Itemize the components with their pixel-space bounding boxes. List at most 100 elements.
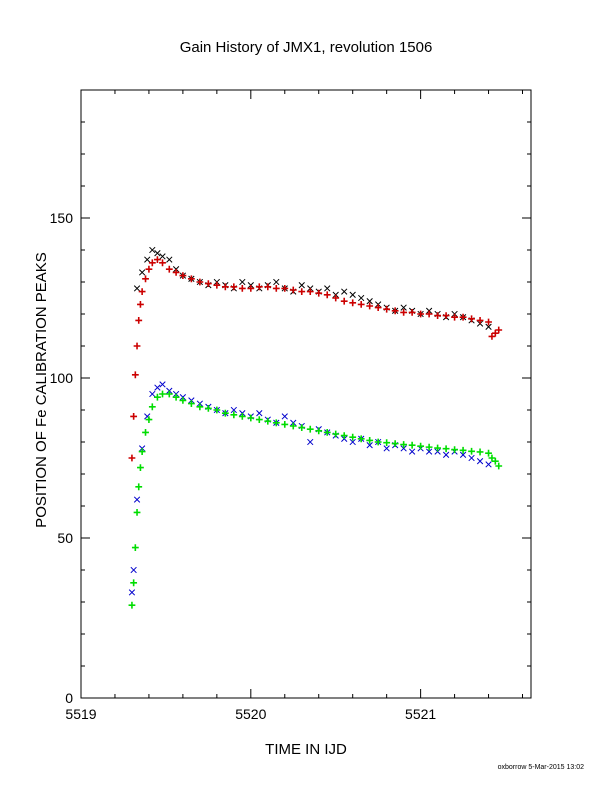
- data-point: [142, 275, 149, 283]
- data-point: [383, 439, 391, 447]
- data-point: [459, 446, 467, 454]
- data-point: [366, 302, 374, 310]
- data-point: [130, 579, 138, 587]
- data-point: [434, 444, 442, 452]
- data-point: [148, 403, 156, 411]
- data-point: [442, 312, 450, 319]
- data-point: [488, 333, 496, 340]
- data-point: [256, 410, 263, 417]
- data-point: [144, 256, 151, 263]
- data-point: [179, 272, 187, 279]
- y-axis-label: POSITION OF Fe CALIBRATION PEAKS: [33, 252, 50, 528]
- data-point: [138, 269, 146, 276]
- data-point: [434, 312, 442, 319]
- footer-stamp: oxborrow 5-Mar-2015 13:02: [498, 764, 584, 771]
- data-point: [159, 390, 166, 398]
- data-point: [391, 440, 399, 447]
- data-point: [476, 448, 484, 456]
- data-point: [272, 419, 280, 427]
- data-point: [349, 291, 356, 298]
- data-point: [133, 342, 141, 350]
- data-point: [425, 443, 433, 451]
- data-point: [476, 317, 484, 324]
- y-tick-label: 0: [65, 690, 73, 706]
- data-point: [425, 310, 433, 318]
- data-point: [131, 544, 139, 551]
- data-point: [468, 315, 475, 323]
- data-point: [298, 288, 306, 295]
- data-point: [154, 384, 161, 391]
- data-point: [145, 416, 153, 423]
- y-tick-label: 150: [50, 210, 74, 226]
- data-point: [366, 442, 373, 449]
- data-point: [485, 449, 492, 457]
- data-point: [366, 298, 373, 305]
- data-point: [358, 294, 365, 302]
- data-point: [408, 448, 416, 455]
- data-point: [230, 283, 238, 291]
- data-point: [298, 424, 306, 431]
- x-tick-label: 5520: [235, 706, 266, 722]
- data-point: [408, 441, 416, 449]
- data-point: [442, 451, 450, 458]
- data-point: [468, 447, 475, 455]
- data-point: [488, 454, 496, 462]
- data-point: [315, 289, 323, 297]
- data-point: [148, 259, 156, 267]
- data-point: [128, 601, 136, 609]
- data-point: [247, 414, 255, 422]
- data-point: [187, 275, 195, 283]
- data-point: [133, 509, 141, 516]
- data-point: [272, 285, 280, 292]
- axis-ticks: 0 50 100 150 5519 5520 5521: [50, 90, 531, 722]
- data-point: [247, 285, 255, 292]
- data-point: [315, 427, 323, 435]
- data-point: [238, 413, 246, 420]
- y-tick-label: 100: [50, 370, 74, 386]
- data-point: [196, 278, 204, 286]
- data-point: [357, 435, 365, 443]
- x-tick-label: 5521: [405, 706, 436, 722]
- data-point: [323, 291, 331, 299]
- data-point: [172, 393, 180, 401]
- data-point: [154, 250, 161, 257]
- data-point: [341, 288, 348, 295]
- data-point: [324, 285, 331, 292]
- plot-frame: [80, 89, 532, 699]
- data-point: [149, 390, 156, 398]
- data-point: [400, 445, 407, 452]
- data-point: [383, 305, 391, 313]
- data-point: [306, 288, 314, 295]
- data-point: [165, 265, 173, 273]
- data-point: [408, 309, 416, 316]
- data-point: [340, 297, 348, 305]
- data-point: [349, 438, 356, 446]
- data-point: [374, 438, 382, 446]
- data-point: [323, 429, 331, 436]
- data-point: [213, 281, 221, 289]
- data-point: [485, 323, 492, 330]
- data-point: [238, 285, 246, 292]
- data-point: [137, 301, 144, 308]
- data-point: [349, 299, 357, 307]
- data-point: [142, 429, 149, 436]
- data-point: [340, 432, 348, 439]
- data-point: [357, 301, 365, 308]
- data-point: [187, 400, 195, 407]
- data-point: [154, 256, 161, 263]
- data-point: [131, 371, 139, 379]
- data-point: [135, 483, 143, 491]
- data-point: [196, 403, 204, 411]
- series-low-peak-fit: [128, 390, 503, 609]
- data-point: [476, 458, 484, 465]
- data-point: [400, 309, 408, 316]
- data-point: [417, 310, 425, 318]
- data-point: [130, 413, 138, 420]
- data-point: [137, 464, 144, 471]
- data-point: [159, 253, 166, 260]
- data-point: [468, 454, 475, 462]
- data-point: [281, 285, 289, 292]
- data-point: [204, 280, 212, 287]
- data-point: [332, 430, 340, 438]
- data-point: [495, 462, 503, 470]
